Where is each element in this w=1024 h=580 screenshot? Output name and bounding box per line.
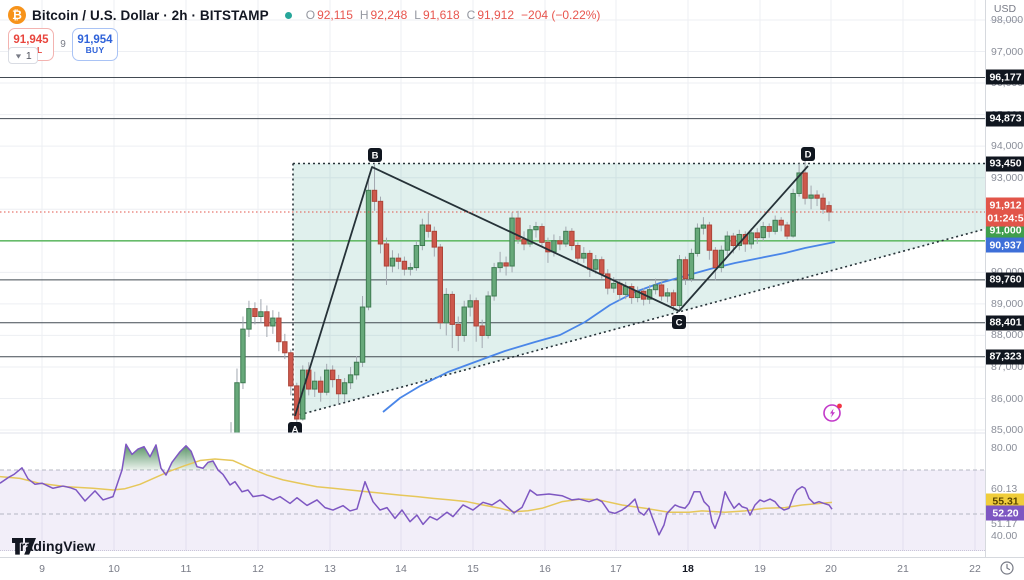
pattern-badge-D bbox=[801, 147, 815, 161]
rsi-axis-label: 40.00 bbox=[991, 530, 1018, 542]
price-level-badge: 94,873 bbox=[986, 111, 1024, 127]
time-axis-label: 10 bbox=[108, 563, 120, 575]
time-axis-label: 21 bbox=[897, 563, 909, 575]
blue-ma-line bbox=[382, 241, 836, 413]
rsi-ma-line bbox=[0, 458, 833, 513]
price-axis-label: 88,000 bbox=[991, 329, 1024, 342]
ohlc-key: O bbox=[305, 8, 316, 22]
time-axis-label: 14 bbox=[395, 563, 407, 575]
chevron-down-icon: ▼ bbox=[14, 51, 23, 60]
time-axis-label: 12 bbox=[252, 563, 264, 575]
time-axis-label: 16 bbox=[539, 563, 551, 575]
time-axis-label: 22 bbox=[969, 563, 981, 575]
price-axis-label: 86,000 bbox=[991, 392, 1024, 405]
time-axis-label: 20 bbox=[825, 563, 837, 575]
ohlc-values: O 92,115 H 92,248 L 91,618 C 91,912 −204 (−0.22%… bbox=[306, 8, 601, 22]
price-level-badge: 87,323 bbox=[986, 349, 1024, 365]
current-price-badge: 91,912 01:24:5 bbox=[986, 197, 1024, 227]
abcd-zigzag bbox=[294, 165, 809, 417]
time-axis-label: 15 bbox=[467, 563, 479, 575]
magic-ai-icon[interactable] bbox=[822, 401, 844, 423]
symbol-title[interactable]: Bitcoin / U.S. Dollar · 2h · BITSTAMP bbox=[32, 7, 269, 23]
ohlc-key: L bbox=[414, 8, 421, 22]
buy-button[interactable]: 91,954 BUY bbox=[72, 28, 118, 61]
svg-text:D: D bbox=[805, 150, 812, 161]
rsi-line bbox=[0, 443, 833, 536]
pattern-badge-C bbox=[672, 315, 686, 329]
rsi-axis-label: 51.17 bbox=[991, 518, 1018, 530]
price-change: −204 (−0.22%) bbox=[521, 8, 601, 22]
time-axis[interactable]: 9 10 11 12 13 14 15 16 17 18 19 20 21 22 bbox=[0, 557, 1024, 580]
svg-text:A: A bbox=[292, 425, 299, 436]
buy-price: 91,954 bbox=[77, 33, 113, 46]
rsi-value-badge: 52.20 bbox=[986, 505, 1024, 521]
tradingview-logo[interactable]: TradingView bbox=[12, 538, 95, 555]
time-axis-label: 18 bbox=[682, 563, 694, 575]
market-status-dot-icon[interactable] bbox=[284, 11, 292, 19]
rsi-pane bbox=[0, 443, 985, 551]
ohlc-value: 92,248 bbox=[370, 8, 408, 22]
pane-separator-dotted[interactable] bbox=[0, 550, 985, 551]
svg-text:B: B bbox=[372, 151, 379, 162]
price-axis-label: 89,000 bbox=[991, 297, 1024, 310]
symbol-header: ₿ Bitcoin / U.S. Dollar · 2h · BITSTAMP … bbox=[8, 5, 600, 25]
price-axis[interactable]: USD 98,00097,00096,00095,00094,00093,000… bbox=[985, 0, 1024, 580]
price-level-badge: 93,450 bbox=[986, 156, 1024, 171]
rsi-axis-label: 60.13 bbox=[991, 483, 1018, 495]
price-axis-label: 93,000 bbox=[991, 171, 1024, 184]
price-axis-label: 94,000 bbox=[991, 140, 1024, 153]
time-axis-label: 11 bbox=[180, 563, 192, 575]
price-axis-label: 85,000 bbox=[991, 424, 1024, 437]
rsi-value-badge: 55.31 bbox=[986, 493, 1024, 509]
time-axis-label: 17 bbox=[610, 563, 622, 575]
ohlc-value: 91,912 bbox=[477, 8, 515, 22]
buy-label: BUY bbox=[85, 45, 105, 56]
candles bbox=[228, 160, 832, 433]
axis-currency-label: USD bbox=[993, 3, 1017, 15]
ohlc-key: H bbox=[359, 8, 369, 22]
ohlc-value: 92,115 bbox=[317, 8, 353, 22]
ohlc-value: 91,618 bbox=[422, 8, 460, 22]
axis-divider bbox=[990, 20, 1021, 21]
time-axis-label: 13 bbox=[324, 563, 336, 575]
price-level-badge: 96,177 bbox=[986, 69, 1024, 85]
spread-value: 9 bbox=[60, 39, 66, 50]
price-axis-label: 97,000 bbox=[991, 45, 1024, 58]
price-level-badge: 89,760 bbox=[986, 272, 1024, 288]
sell-price: 91,945 bbox=[13, 33, 49, 46]
pattern-badge-A bbox=[288, 422, 302, 433]
price-level-badge: 88,401 bbox=[986, 315, 1024, 331]
pattern-badge-B bbox=[368, 148, 382, 162]
ohlc-key: C bbox=[466, 8, 476, 22]
collapse-count: 1 bbox=[25, 49, 32, 62]
object-tree-collapse-button[interactable]: ▼ 1 bbox=[8, 47, 38, 64]
svg-text:C: C bbox=[676, 318, 683, 329]
price-pane: A B C D bbox=[0, 76, 985, 436]
blue-ma-badge: 90,937 bbox=[986, 237, 1024, 253]
rsi-axis-label: 80.00 bbox=[991, 442, 1018, 454]
bitcoin-logo-icon: ₿ bbox=[8, 6, 26, 24]
tradingview-logo-icon bbox=[12, 538, 36, 555]
time-axis-label: 9 bbox=[39, 563, 45, 575]
price-axis-label: 98,000 bbox=[991, 13, 1024, 26]
time-axis-label: 19 bbox=[754, 563, 766, 575]
